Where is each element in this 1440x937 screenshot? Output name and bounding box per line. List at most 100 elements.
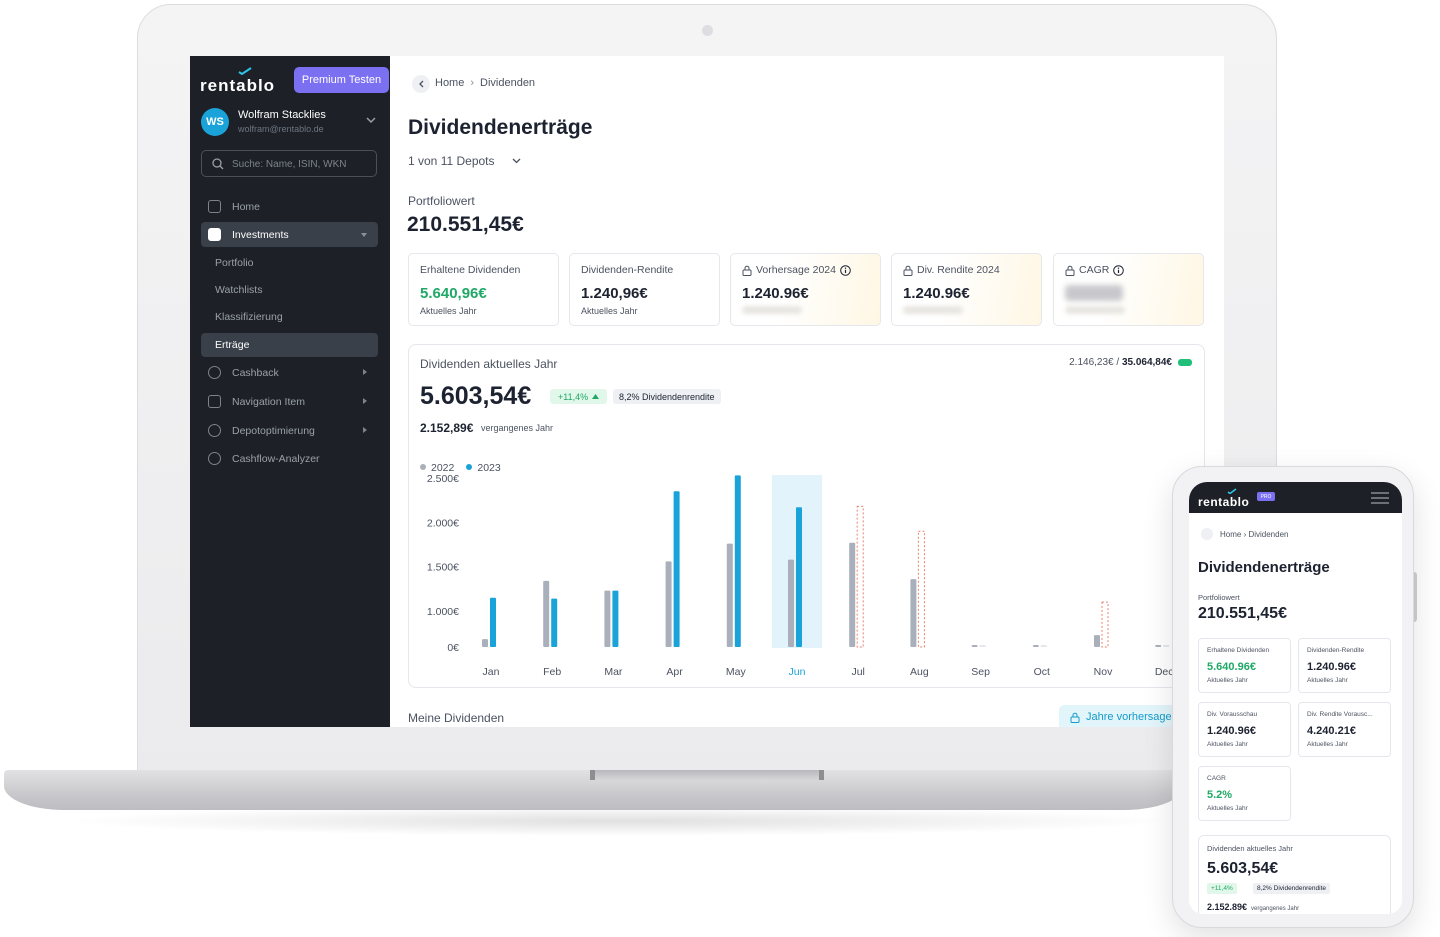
y-tick-label: 2.000€ bbox=[427, 517, 459, 529]
bar-2022 bbox=[665, 561, 672, 647]
logo-check-icon bbox=[1227, 488, 1237, 494]
section-title-meine-dividenden: Meine Dividenden bbox=[408, 711, 505, 725]
info-icon[interactable] bbox=[1113, 264, 1125, 276]
phone-portfolio-value: 210.551,45€ bbox=[1198, 605, 1287, 622]
dividend-chart-card: Dividenden aktuelles Jahr 2.146,23€ / 35… bbox=[408, 344, 1205, 688]
sidebar-subitem-klassifizierung[interactable]: Klassifizierung bbox=[215, 311, 283, 323]
card-total: 2.146,23€ / 35.064,84€ bbox=[1069, 357, 1172, 368]
card-title: Dividenden aktuelles Jahr bbox=[1207, 844, 1293, 853]
phone-kpi-rendite[interactable]: Dividenden-Rendite 1.240.96€ Aktuelles J… bbox=[1298, 638, 1391, 693]
prev-year-value: 2.152,89€ bbox=[420, 421, 474, 435]
prev-year: 2.152.89€ vergangenes Jahr bbox=[1207, 902, 1299, 912]
kpi-sub: Aktuelles Jahr bbox=[1207, 677, 1248, 684]
phone-kpi-vorausschau[interactable]: Div. Vorausschau 1.240.96€ Aktuelles Jah… bbox=[1198, 702, 1291, 757]
kpi-erhaltene-dividenden[interactable]: Erhaltene Dividenden 5.640,96€ Aktuelles… bbox=[408, 253, 559, 326]
kpi-value: 1.240.96€ bbox=[1207, 725, 1256, 737]
legend-dot bbox=[466, 464, 473, 470]
chart-legend: 2022 2023 bbox=[420, 462, 501, 474]
bar-forecast bbox=[856, 505, 864, 648]
sidebar-item-label: Cashflow-Analyzer bbox=[232, 452, 320, 465]
sidebar-item-investments[interactable]: Investments bbox=[201, 222, 378, 247]
bar-2023 bbox=[734, 475, 741, 647]
bar-forecast bbox=[1040, 645, 1047, 647]
avatar[interactable]: WS bbox=[201, 108, 229, 136]
bar-2023 bbox=[612, 590, 619, 647]
phone-back-button[interactable] bbox=[1201, 528, 1213, 540]
legend-item-2023[interactable]: 2023 bbox=[466, 462, 501, 474]
search-field[interactable] bbox=[201, 150, 377, 177]
breadcrumb-home[interactable]: Home bbox=[1220, 530, 1242, 539]
sidebar-subitem-portfolio[interactable]: Portfolio bbox=[215, 257, 254, 269]
forecast-button[interactable]: Jahre vorhersage bbox=[1059, 705, 1179, 727]
sidebar-item-cashflow[interactable]: Cashflow-Analyzer bbox=[201, 446, 378, 471]
phone-kpi-rendite-vorausschau[interactable]: Div. Rendite Vorausc... 4.240.21€ Aktuel… bbox=[1298, 702, 1391, 757]
kpi-dividenden-rendite[interactable]: Dividenden-Rendite 1.240,96€ Aktuelles J… bbox=[569, 253, 720, 326]
breadcrumb-home[interactable]: Home bbox=[435, 77, 465, 89]
kpi-value: 5.2% bbox=[1207, 789, 1233, 801]
sidebar-item-depotoptimierung[interactable]: Depotoptimierung bbox=[201, 418, 378, 443]
chevron-down-icon[interactable] bbox=[512, 158, 521, 164]
dividend-bar-chart: 0€ 1.000€ 1.500€ 2.000€ 2.500€ Jan Feb Mar Apr Ma… bbox=[427, 475, 1174, 678]
pro-badge: PRO bbox=[1257, 492, 1275, 501]
premium-button[interactable]: Premium Testen bbox=[294, 67, 389, 93]
kpi-label: Div. Rendite Vorausc... bbox=[1307, 711, 1373, 718]
lock-icon bbox=[742, 265, 752, 276]
bar-2022 bbox=[543, 580, 550, 647]
page-title: Dividendenerträge bbox=[408, 116, 593, 139]
legend-label: 2022 bbox=[431, 462, 455, 474]
sidebar-subitem-watchlists[interactable]: Watchlists bbox=[215, 284, 263, 296]
sidebar-item-navigation[interactable]: Navigation Item bbox=[201, 389, 378, 414]
kpi-label: Erhaltene Dividenden bbox=[1207, 647, 1270, 654]
x-tick-label: Oct bbox=[1034, 666, 1050, 678]
kpi-label: CAGR bbox=[1207, 775, 1226, 782]
kpi-div-rendite-2024[interactable]: Div. Rendite 2024 1.240.96€ bbox=[891, 253, 1042, 326]
bar-2022 bbox=[849, 542, 856, 647]
hamburger-menu-icon[interactable] bbox=[1371, 492, 1389, 504]
sidebar-item-home[interactable]: Home bbox=[201, 194, 378, 219]
chevron-right-icon bbox=[363, 369, 367, 375]
x-tick-label: May bbox=[726, 666, 747, 678]
x-tick-label: Jul bbox=[851, 666, 864, 678]
chevron-down-icon[interactable] bbox=[366, 116, 376, 124]
kpi-label: Div. Rendite 2024 bbox=[903, 264, 1000, 276]
laptop-shadow bbox=[60, 806, 1180, 836]
x-tick-label: Jan bbox=[483, 666, 500, 678]
sidebar-item-label: Cashback bbox=[232, 366, 279, 379]
phone-kpi-cagr[interactable]: CAGR 5.2% Aktuelles Jahr bbox=[1198, 766, 1291, 821]
portfolio-label: Portfoliowert bbox=[408, 194, 475, 208]
card-value: 5.603,54€ bbox=[1207, 860, 1279, 877]
phone-side-button bbox=[1413, 572, 1417, 622]
sidebar-item-cashback[interactable]: Cashback bbox=[201, 360, 378, 385]
kpi-sub: Aktuelles Jahr bbox=[420, 306, 477, 316]
sidebar-item-label: Depotoptimierung bbox=[232, 424, 315, 437]
kpi-label-text: CAGR bbox=[1079, 264, 1110, 276]
sidebar-subitem-ertraege[interactable]: Erträge bbox=[201, 333, 378, 357]
lock-icon bbox=[903, 265, 913, 276]
legend-item-2022[interactable]: 2022 bbox=[420, 462, 454, 474]
card-value: 5.603,54€ bbox=[420, 382, 532, 410]
kpi-cagr[interactable]: CAGR bbox=[1053, 253, 1204, 326]
bar-2022 bbox=[1155, 645, 1162, 647]
bar-2022 bbox=[910, 579, 917, 647]
kpi-value: 1.240,96€ bbox=[581, 285, 648, 302]
phone-logo[interactable]: rentablo bbox=[1198, 495, 1250, 509]
lock-icon bbox=[1065, 265, 1075, 276]
back-button[interactable] bbox=[412, 75, 430, 93]
depot-select[interactable]: 1 von 11 Depots bbox=[408, 154, 495, 168]
change-badge: +11,4% bbox=[550, 389, 608, 404]
kpi-label: Div. Vorausschau bbox=[1207, 711, 1258, 718]
phone-frame: rentablo PRO Home › Dividenden Dividende… bbox=[1172, 466, 1414, 928]
bar-2022 bbox=[726, 543, 733, 647]
logo[interactable]: rentablo bbox=[200, 76, 276, 95]
phone-kpi-erhaltene[interactable]: Erhaltene Dividenden 5.640.96€ Aktuelles… bbox=[1198, 638, 1291, 693]
search-input[interactable] bbox=[230, 154, 374, 174]
yield-badge: 8,2% Dividendenrendite bbox=[613, 389, 721, 404]
kpi-label: Dividenden-Rendite bbox=[581, 264, 674, 276]
card-title: Dividenden aktuelles Jahr bbox=[420, 357, 558, 371]
laptop-notch bbox=[590, 770, 824, 780]
card-total-right: 35.064,84€ bbox=[1121, 357, 1172, 368]
kpi-vorhersage[interactable]: Vorhersage 2024 1.240.96€ bbox=[730, 253, 881, 326]
info-icon[interactable] bbox=[840, 264, 851, 276]
breadcrumb-current: Dividenden bbox=[480, 77, 536, 89]
bar-2022 bbox=[1032, 645, 1039, 647]
